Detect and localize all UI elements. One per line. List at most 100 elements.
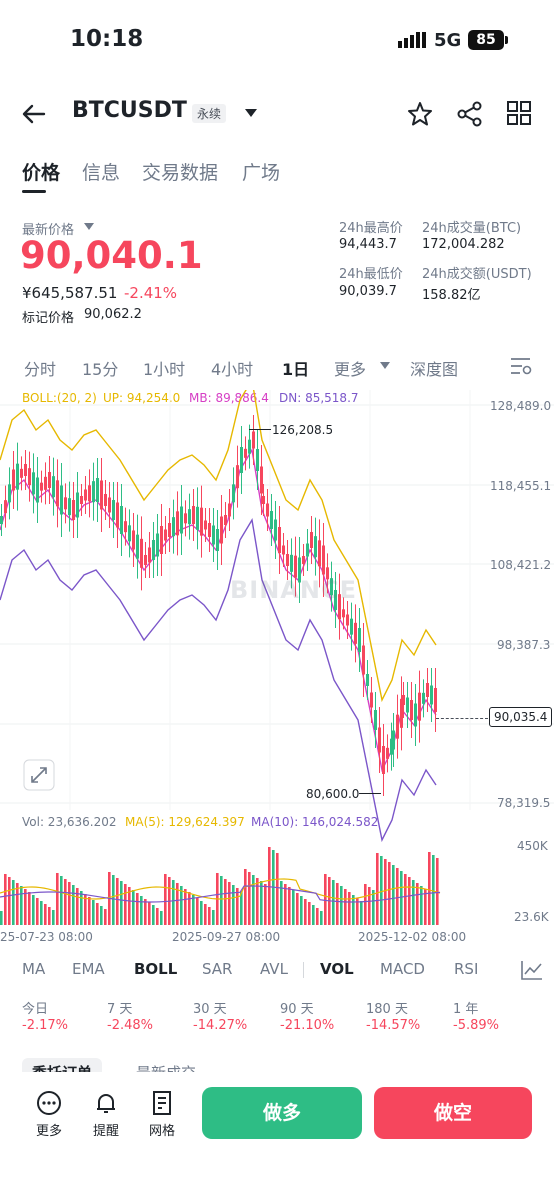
grid-menu-icon[interactable] xyxy=(506,100,532,126)
volume-bar xyxy=(248,872,251,925)
signal-icon xyxy=(398,32,426,48)
perf-label-1y: 1 年 xyxy=(453,1002,479,1017)
grid-button[interactable]: 网格 xyxy=(140,1090,184,1139)
volume-bar xyxy=(412,880,415,925)
more-label: 更多 xyxy=(35,1124,62,1139)
tab-underline xyxy=(22,190,46,193)
candle-body xyxy=(4,500,7,514)
current-price-label[interactable]: 90,035.4 xyxy=(489,707,553,727)
chart-settings-icon[interactable] xyxy=(510,356,532,376)
interval-1h[interactable]: 1小时 xyxy=(143,360,186,379)
candle-body xyxy=(160,526,163,554)
volume-bar xyxy=(420,886,423,925)
volume-bar xyxy=(80,891,83,925)
volume-bar xyxy=(48,907,51,925)
volume-bar xyxy=(308,902,311,925)
expand-icon[interactable] xyxy=(23,759,55,791)
volume-bar xyxy=(112,875,115,925)
vol-btc-label: 24h成交量(BTC) xyxy=(422,221,522,236)
volume-bar xyxy=(228,882,231,925)
volume-bar xyxy=(260,881,263,925)
volume-bar xyxy=(392,865,395,925)
volume-bar xyxy=(152,905,155,925)
tab-info[interactable]: 信息 xyxy=(82,162,121,184)
candle-body xyxy=(410,700,413,720)
volume-bar xyxy=(28,892,31,925)
volume-bar xyxy=(244,869,247,925)
perf-label-7d: 7 天 xyxy=(107,1002,133,1017)
volume-bar xyxy=(352,895,355,925)
indicator-ma[interactable]: MA xyxy=(22,960,46,978)
candle-body xyxy=(400,698,403,728)
candle-body xyxy=(278,527,281,553)
candle-body xyxy=(244,448,247,458)
indicator-avl[interactable]: AVL xyxy=(260,960,288,978)
indicator-macd[interactable]: MACD xyxy=(380,960,425,978)
interval-depth[interactable]: 深度图 xyxy=(410,360,459,379)
interval-tick[interactable]: 分时 xyxy=(24,360,57,379)
interval-more[interactable]: 更多 xyxy=(334,360,367,379)
indicator-vol[interactable]: VOL xyxy=(320,960,354,978)
candle-body xyxy=(342,609,345,618)
more-button[interactable]: 更多 xyxy=(27,1090,71,1139)
low-24h-label: 24h最低价 xyxy=(339,267,403,282)
candles xyxy=(0,415,437,796)
candle-body xyxy=(370,692,373,708)
volume-bar xyxy=(344,889,347,925)
share-icon[interactable] xyxy=(456,100,484,128)
y-tick-label: 78,319.5 xyxy=(497,796,551,810)
boll-params: BOLL:(20, 2) xyxy=(22,391,97,405)
interval-15m[interactable]: 15分 xyxy=(82,360,119,379)
volume-bar xyxy=(4,874,7,925)
volume-bar xyxy=(336,883,339,925)
volume-bar xyxy=(264,884,267,925)
volume-bar xyxy=(24,889,27,925)
volume-bar xyxy=(60,876,63,925)
caret-down-icon[interactable] xyxy=(380,362,390,370)
candle-body xyxy=(392,730,395,750)
star-icon[interactable] xyxy=(406,100,434,128)
caret-down-icon[interactable] xyxy=(244,108,258,118)
candle-body xyxy=(40,482,43,491)
symbol-title[interactable]: BTCUSDT xyxy=(72,98,187,123)
long-button[interactable]: 做多 xyxy=(202,1087,362,1139)
interval-1d[interactable]: 1日 xyxy=(282,360,310,379)
indicator-divider xyxy=(303,962,304,978)
volume-bar xyxy=(140,896,143,925)
indicator-ema[interactable]: EMA xyxy=(72,960,105,978)
candle-body xyxy=(274,519,277,541)
candle-body xyxy=(176,511,179,536)
tab-price[interactable]: 价格 xyxy=(22,162,61,184)
candle-body xyxy=(76,492,79,518)
volume-bar xyxy=(364,884,367,925)
volume-ma10-line xyxy=(0,885,441,903)
candle-body xyxy=(302,556,305,564)
alert-button[interactable]: 提醒 xyxy=(84,1090,128,1139)
volume-bar xyxy=(288,887,291,925)
short-button[interactable]: 做空 xyxy=(374,1087,532,1139)
volume-bar xyxy=(220,876,223,925)
indicator-sar[interactable]: SAR xyxy=(202,960,233,978)
candle-body xyxy=(52,476,55,498)
latest-price-label[interactable]: 最新价格 xyxy=(22,223,75,238)
indicator-settings-icon[interactable] xyxy=(521,960,543,980)
back-arrow-icon[interactable] xyxy=(20,100,48,128)
latest-price: 90,040.1 xyxy=(20,234,203,277)
candle-body xyxy=(60,485,63,515)
tab-trading-data[interactable]: 交易数据 xyxy=(142,162,219,184)
candlestick-chart[interactable] xyxy=(0,390,554,945)
volume-bar xyxy=(320,911,323,925)
indicator-boll[interactable]: BOLL xyxy=(134,960,178,978)
alert-label: 提醒 xyxy=(92,1124,119,1139)
candle-body xyxy=(322,545,325,575)
caret-down-icon[interactable] xyxy=(84,223,94,231)
candle-body xyxy=(286,554,289,566)
perf-value-1y: -5.89% xyxy=(453,1018,499,1033)
candle-body xyxy=(188,509,191,525)
interval-4h[interactable]: 4小时 xyxy=(211,360,254,379)
volume-bar xyxy=(32,895,35,925)
indicator-rsi[interactable]: RSI xyxy=(454,960,479,978)
tab-square[interactable]: 广场 xyxy=(242,162,281,184)
vol-ma10: MA(10): 146,024.582 xyxy=(251,815,379,829)
candle-body xyxy=(318,540,321,567)
